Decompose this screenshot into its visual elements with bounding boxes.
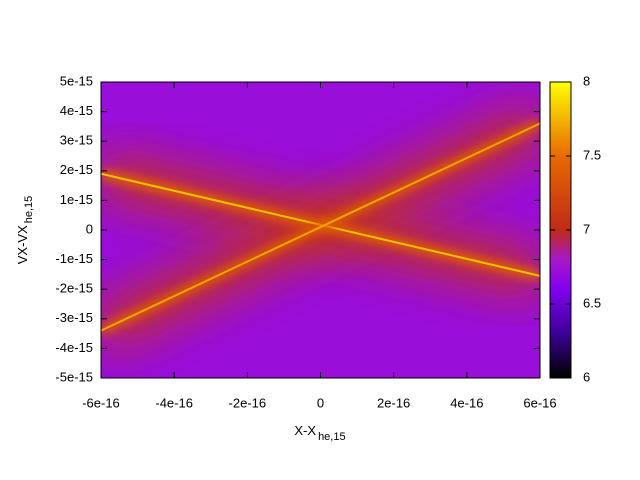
y-tick-label: -3e-15 xyxy=(55,310,93,325)
y-axis-label-subscript: he,15 xyxy=(23,196,35,224)
y-tick-label: 4e-15 xyxy=(60,103,93,118)
colorbar-tick-label: 7.5 xyxy=(583,147,601,162)
x-tick-label: 2e-16 xyxy=(377,395,410,410)
x-tick-label: -4e-16 xyxy=(155,395,193,410)
x-tick-label: 4e-16 xyxy=(450,395,483,410)
y-tick-label: -5e-15 xyxy=(55,369,93,384)
colorbar-tick-label: 7 xyxy=(583,221,590,236)
ridge xyxy=(101,122,540,332)
x-tick-label: -2e-16 xyxy=(229,395,267,410)
y-axis-label-text: VX-VX xyxy=(15,225,30,264)
y-tick-label: -2e-15 xyxy=(55,281,93,296)
y-axis-label: VX-VXhe,15 xyxy=(15,196,34,265)
x-tick-label: -6e-16 xyxy=(82,395,120,410)
colorbar-tick-label: 6 xyxy=(583,369,590,384)
x-tick-label: 0 xyxy=(317,395,324,410)
x-axis-label-text: X-X xyxy=(294,423,316,438)
y-tick-label: 0 xyxy=(86,221,93,236)
y-tick-label: 2e-15 xyxy=(60,162,93,177)
x-axis-label-subscript: he,15 xyxy=(318,431,346,443)
colorbar-tick-label: 8 xyxy=(583,73,590,88)
y-tick-label: -4e-15 xyxy=(55,340,93,355)
x-axis-label: X-X he,15 xyxy=(294,423,345,442)
heatmap xyxy=(101,82,540,378)
y-tick-label: 5e-15 xyxy=(60,73,93,88)
colorbar-tick-label: 6.5 xyxy=(583,295,601,310)
x-tick-label: 6e-16 xyxy=(523,395,556,410)
y-tick-label: -1e-15 xyxy=(55,251,93,266)
y-tick-label: 3e-15 xyxy=(60,133,93,148)
y-tick-label: 1e-15 xyxy=(60,192,93,207)
